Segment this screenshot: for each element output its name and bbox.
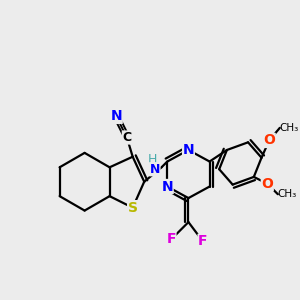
Text: N: N bbox=[110, 109, 122, 123]
Text: F: F bbox=[167, 232, 176, 246]
Text: CH₃: CH₃ bbox=[280, 123, 299, 133]
Text: O: O bbox=[261, 177, 273, 191]
Text: F: F bbox=[198, 234, 208, 248]
Text: N: N bbox=[183, 143, 194, 157]
Text: N: N bbox=[161, 179, 173, 194]
Text: CH₃: CH₃ bbox=[278, 189, 297, 199]
Text: S: S bbox=[128, 201, 138, 215]
Text: O: O bbox=[263, 134, 275, 147]
Text: N: N bbox=[150, 163, 160, 176]
Text: H: H bbox=[148, 153, 158, 166]
Text: C: C bbox=[122, 131, 131, 144]
